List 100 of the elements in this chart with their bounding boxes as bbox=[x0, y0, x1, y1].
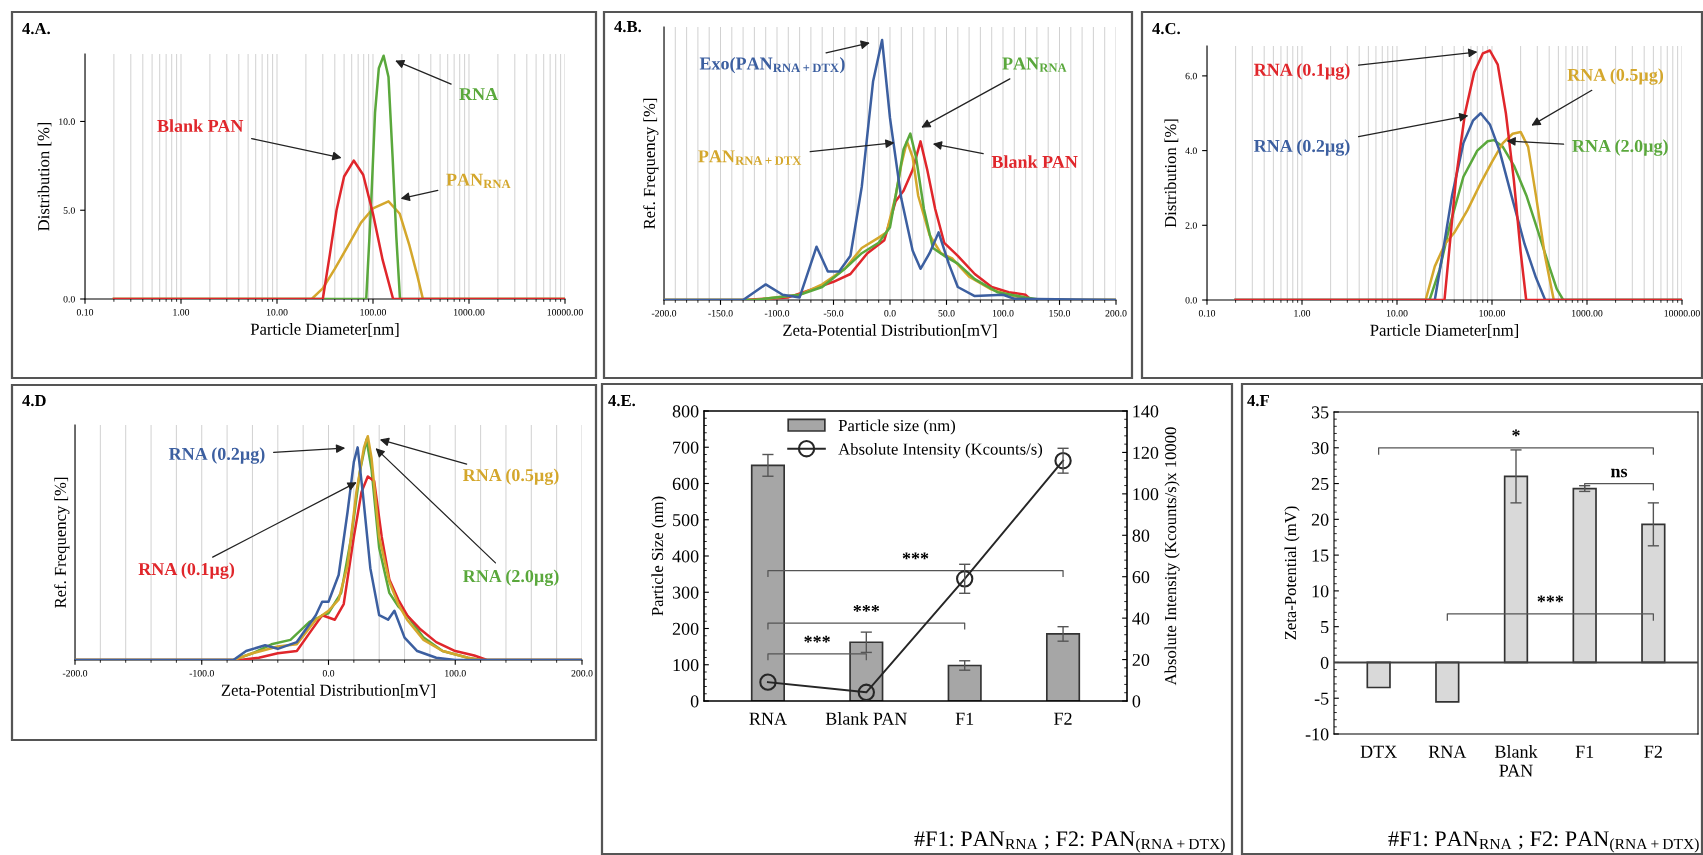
y2-tick-label: 20 bbox=[1132, 653, 1150, 667]
y-tick-label: -10 bbox=[1305, 728, 1329, 741]
annotation: * bbox=[1512, 429, 1520, 437]
text: RNA (2.0µg) bbox=[1572, 139, 1668, 156]
y2-tick-label: 0 bbox=[1132, 695, 1141, 708]
chart-title: 4.E. bbox=[608, 395, 636, 407]
y-tick-label: 2.0 bbox=[1185, 222, 1197, 229]
x-tick-label: -50.0 bbox=[823, 310, 844, 317]
y-tick-label: 300 bbox=[672, 586, 699, 599]
x-tick-label: RNA bbox=[749, 712, 787, 725]
text: Blank PAN bbox=[991, 155, 1078, 169]
y2-tick-label: 100 bbox=[1133, 488, 1159, 501]
y2-axis-title: Absolute Intensity (Kcounts/s)x 10000 bbox=[1164, 427, 1180, 686]
x-tick-label: 50.0 bbox=[938, 310, 955, 317]
x-tick-label: -200.0 bbox=[62, 670, 88, 677]
x-axis-title: Zeta-Potential Distribution[mV] bbox=[783, 324, 997, 338]
legend-label: Absolute Intensity (Kcounts/s) bbox=[838, 442, 1043, 459]
y-tick-label: 100 bbox=[673, 659, 699, 672]
y-tick-label: 700 bbox=[673, 441, 699, 454]
y-tick-label: 0.0 bbox=[63, 295, 75, 303]
x-tick-label: -100.0 bbox=[189, 670, 214, 677]
chart-title: 4.B. bbox=[614, 21, 642, 33]
x-tick-label: 0.0 bbox=[322, 670, 335, 677]
x-tick-label: 1.00 bbox=[173, 309, 190, 316]
y2-tick-label: 60 bbox=[1132, 570, 1150, 584]
y2-tick-label: 80 bbox=[1132, 529, 1150, 542]
x-tick-label: F2 bbox=[1054, 712, 1072, 725]
x-tick-label: F1 bbox=[1575, 745, 1594, 758]
chart-title: 4.C. bbox=[1152, 22, 1180, 35]
x-tick-label: RNA bbox=[1428, 745, 1467, 758]
x-tick-label: 100.00 bbox=[1479, 310, 1505, 317]
text: PAN$_{RNA+DTX}$ bbox=[698, 150, 802, 165]
text: RNA (0.2µg) bbox=[168, 447, 265, 464]
x-tick-label: DTX bbox=[1360, 745, 1397, 758]
annotation: *** bbox=[1537, 595, 1564, 603]
x-tick-label: 10000.00 bbox=[547, 309, 583, 316]
x-axis-title: Zeta-Potential Distribution[mV] bbox=[221, 684, 435, 698]
text: PAN$_{RNA}$ bbox=[446, 173, 511, 189]
text: RNA (0.1µg) bbox=[138, 562, 235, 579]
series-label: Exo(PAN$_{RNA+DTX}$) bbox=[699, 56, 845, 74]
y-tick-label: 400 bbox=[672, 550, 699, 563]
y-tick-label: 10.0 bbox=[59, 118, 75, 125]
y-tick-label: 4.0 bbox=[1185, 147, 1197, 155]
y-axis-title: Zeta-Potential (mV) bbox=[1284, 506, 1300, 640]
y-tick-label: 10 bbox=[1312, 585, 1329, 598]
x-tick-label: 10000.00 bbox=[1664, 310, 1700, 317]
y-tick-label: 0 bbox=[1320, 656, 1329, 669]
y-tick-label: 5.0 bbox=[63, 207, 75, 214]
text: RNA (0.1µg) bbox=[1253, 63, 1350, 80]
x-tick-label: 1.00 bbox=[1294, 310, 1311, 317]
x-tick-label: 200.0 bbox=[571, 670, 593, 677]
y-tick-label: 200 bbox=[672, 622, 699, 635]
text: RNA (2.0µg) bbox=[462, 569, 559, 587]
y-tick-label: 30 bbox=[1311, 442, 1329, 455]
y-tick-label: -5 bbox=[1314, 692, 1329, 705]
y2-tick-label: 40 bbox=[1132, 612, 1150, 625]
x-tick-label: 100.0 bbox=[992, 310, 1014, 317]
y-tick-label: 500 bbox=[673, 514, 699, 527]
y-axis-title: Distribution [%] bbox=[37, 122, 52, 231]
x-tick-label: Blank PAN bbox=[1494, 745, 1538, 777]
text: #F1: PAN$_{RNA}$ ; F2: PAN$_{(RNA+DTX)}$ bbox=[914, 831, 1225, 853]
y-tick-label: 800 bbox=[672, 405, 699, 418]
annotation: *** bbox=[902, 552, 929, 560]
y-tick-label: 0.0 bbox=[1185, 296, 1197, 304]
x-tick-label: -150.0 bbox=[708, 310, 733, 317]
y-tick-label: 5 bbox=[1321, 621, 1329, 634]
y-axis-title: Particle Size (nm) bbox=[651, 496, 667, 616]
y2-tick-label: 120 bbox=[1133, 446, 1159, 459]
x-tick-label: -200.0 bbox=[651, 310, 677, 317]
x-tick-label: F2 bbox=[1644, 745, 1662, 758]
text: RNA (0.5µg) bbox=[1567, 68, 1664, 85]
text: PAN$_{RNA}$ bbox=[1002, 57, 1067, 72]
x-axis-title: Particle Diameter[nm] bbox=[250, 323, 399, 337]
x-tick-label: Blank PAN bbox=[825, 712, 907, 725]
annotation: *** bbox=[804, 635, 830, 643]
x-tick-label: 100.0 bbox=[445, 670, 466, 677]
y-axis-title: Ref. Frequency [%] bbox=[54, 477, 70, 608]
chart-title: 4.D bbox=[22, 395, 46, 407]
y-tick-label: 20 bbox=[1311, 513, 1329, 526]
y-tick-label: 25 bbox=[1311, 477, 1329, 490]
y-tick-label: 6.0 bbox=[1185, 72, 1197, 80]
x-tick-label: 0.0 bbox=[884, 310, 896, 317]
y2-tick-label: 140 bbox=[1133, 405, 1159, 418]
chart-title: 4.F bbox=[1247, 395, 1269, 407]
chart-title: 4.A. bbox=[22, 23, 50, 35]
y-tick-label: 600 bbox=[672, 477, 699, 490]
y-axis-title: Distribution [%] bbox=[1164, 119, 1179, 228]
x-tick-label: 1000.00 bbox=[454, 309, 485, 316]
annotation: ns bbox=[1610, 468, 1628, 478]
y-tick-label: 15 bbox=[1312, 549, 1329, 562]
x-tick-label: -100.0 bbox=[764, 310, 790, 317]
x-tick-label: 200.0 bbox=[1105, 310, 1127, 317]
text: Blank PAN bbox=[157, 119, 244, 133]
x-axis-title: Particle Diameter[nm] bbox=[1370, 324, 1518, 338]
x-tick-label: 0.10 bbox=[76, 309, 94, 316]
text: #F1: PAN$_{RNA}$ ; F2: PAN$_{(RNA+DTX)}$ bbox=[1388, 831, 1699, 853]
x-tick-label: 1000.00 bbox=[1572, 310, 1603, 317]
y-tick-label: 35 bbox=[1311, 406, 1329, 419]
text: RNA (0.5µg) bbox=[462, 468, 559, 485]
x-tick-label: 10.00 bbox=[1386, 310, 1408, 317]
